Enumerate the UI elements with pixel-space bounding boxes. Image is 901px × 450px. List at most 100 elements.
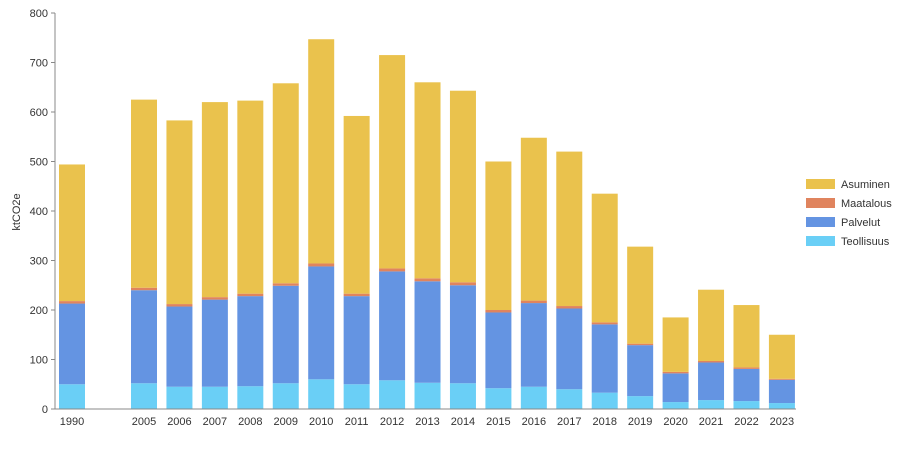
y-tick-label: 600 xyxy=(30,107,48,119)
bar-teollisuus-2018 xyxy=(591,392,618,409)
bar-maatalous-2012 xyxy=(379,268,406,272)
y-tick-label: 500 xyxy=(30,157,48,169)
bar-stack-2005 xyxy=(131,99,157,409)
x-tick-label: 2010 xyxy=(309,416,333,428)
bar-asuminen-2006 xyxy=(166,120,193,305)
bar-teollisuus-2019 xyxy=(627,396,654,409)
bar-asuminen-2020 xyxy=(662,317,689,372)
bar-stack-2018 xyxy=(591,193,618,409)
y-tick-label: 200 xyxy=(30,305,48,317)
bar-asuminen-2017 xyxy=(556,151,583,307)
bar-palvelut-2011 xyxy=(343,296,370,385)
y-axis-label: ktCO2e xyxy=(11,193,23,230)
x-tick-label: 2005 xyxy=(132,416,156,428)
bar-palvelut-2022 xyxy=(733,368,760,402)
bar-stack-2006 xyxy=(166,120,193,409)
x-tick-label: 2008 xyxy=(238,416,262,428)
bar-asuminen-2022 xyxy=(733,305,760,368)
bar-teollisuus-2013 xyxy=(414,382,441,409)
x-tick-label: 2022 xyxy=(734,416,758,428)
y-tick-label: 0 xyxy=(42,404,48,416)
bars xyxy=(59,39,795,409)
bar-teollisuus-2023 xyxy=(768,403,795,409)
x-tick-label: 2021 xyxy=(699,416,723,428)
legend-label: Maatalous xyxy=(841,198,892,210)
bar-asuminen-2019 xyxy=(627,246,654,344)
x-tick-label: 2007 xyxy=(203,416,227,428)
bar-maatalous-2020 xyxy=(662,371,689,374)
bar-stack-2009 xyxy=(272,83,299,409)
legend-item-teollisuus: Teollisuus xyxy=(806,236,890,248)
bar-maatalous-2006 xyxy=(166,304,193,307)
bar-stack-2013 xyxy=(414,82,441,409)
x-tick-label: 2013 xyxy=(415,416,439,428)
bar-palvelut-2014 xyxy=(449,285,476,384)
bar-stack-2022 xyxy=(733,305,760,409)
bar-palvelut-2012 xyxy=(379,271,406,381)
bar-maatalous-2011 xyxy=(343,293,370,297)
legend: Asuminen Maatalous Palvelut Teollisuus xyxy=(806,179,892,248)
bar-maatalous-1990 xyxy=(59,301,85,304)
legend-swatch xyxy=(806,236,835,246)
legend-label: Asuminen xyxy=(841,179,890,191)
bar-maatalous-2010 xyxy=(308,263,335,267)
bar-teollisuus-2010 xyxy=(308,379,335,409)
bar-asuminen-2016 xyxy=(520,137,547,301)
bar-palvelut-2017 xyxy=(556,308,583,390)
bar-palvelut-2005 xyxy=(131,290,157,384)
legend-item-maatalous: Maatalous xyxy=(806,198,892,210)
bar-palvelut-2006 xyxy=(166,306,193,387)
bar-stack-2020 xyxy=(662,317,689,409)
bar-stack-2017 xyxy=(556,151,583,409)
bar-palvelut-2013 xyxy=(414,281,441,383)
bar-maatalous-2015 xyxy=(485,310,512,313)
bar-maatalous-2009 xyxy=(272,283,299,286)
bar-maatalous-2014 xyxy=(449,282,476,286)
bar-palvelut-2015 xyxy=(485,312,512,389)
bar-teollisuus-2022 xyxy=(733,401,760,409)
bar-stack-2016 xyxy=(520,137,547,409)
legend-item-asuminen: Asuminen xyxy=(806,179,890,191)
bar-teollisuus-2014 xyxy=(449,383,476,409)
bar-asuminen-2014 xyxy=(449,90,476,283)
bar-palvelut-2016 xyxy=(520,303,547,387)
x-tick-label: 2019 xyxy=(628,416,652,428)
bar-asuminen-2011 xyxy=(343,115,370,294)
y-tick-label: 700 xyxy=(30,58,48,70)
bar-palvelut-1990 xyxy=(59,303,85,385)
bar-palvelut-2021 xyxy=(698,362,725,401)
bar-teollisuus-1990 xyxy=(59,384,85,409)
legend-label: Teollisuus xyxy=(841,236,890,248)
x-axis: 1990 2005 2006 2007 2008 2009 2010 2011 2012 2013… xyxy=(55,408,796,428)
bar-asuminen-2012 xyxy=(379,55,406,269)
bar-palvelut-2019 xyxy=(627,345,654,397)
bar-stack-2019 xyxy=(627,246,654,409)
bar-maatalous-2021 xyxy=(698,360,725,363)
bar-teollisuus-2017 xyxy=(556,389,583,409)
x-tick-label: 2015 xyxy=(486,416,510,428)
bar-palvelut-2008 xyxy=(237,296,264,387)
bar-palvelut-2018 xyxy=(591,324,618,393)
bar-asuminen-2015 xyxy=(485,161,512,310)
legend-swatch xyxy=(806,179,835,189)
bar-stack-2012 xyxy=(379,55,406,409)
bar-maatalous-2007 xyxy=(201,297,228,300)
bar-teollisuus-2015 xyxy=(485,388,512,409)
bar-asuminen-2010 xyxy=(308,39,335,264)
bar-palvelut-2007 xyxy=(201,299,228,387)
bar-stack-2011 xyxy=(343,115,370,409)
x-tick-label: 2023 xyxy=(770,416,794,428)
x-tick-label: 2006 xyxy=(167,416,191,428)
bar-stack-1990 xyxy=(59,164,85,409)
bar-teollisuus-2016 xyxy=(520,386,547,409)
bar-stack-2007 xyxy=(201,102,228,409)
legend-label: Palvelut xyxy=(841,217,880,229)
bar-maatalous-2023 xyxy=(768,378,795,380)
bar-maatalous-2022 xyxy=(733,367,760,369)
bar-stack-2015 xyxy=(485,161,512,409)
bar-asuminen-2023 xyxy=(768,334,795,379)
bar-asuminen-2005 xyxy=(131,99,157,288)
x-tick-label: 2012 xyxy=(380,416,404,428)
x-tick-label: 2020 xyxy=(663,416,687,428)
